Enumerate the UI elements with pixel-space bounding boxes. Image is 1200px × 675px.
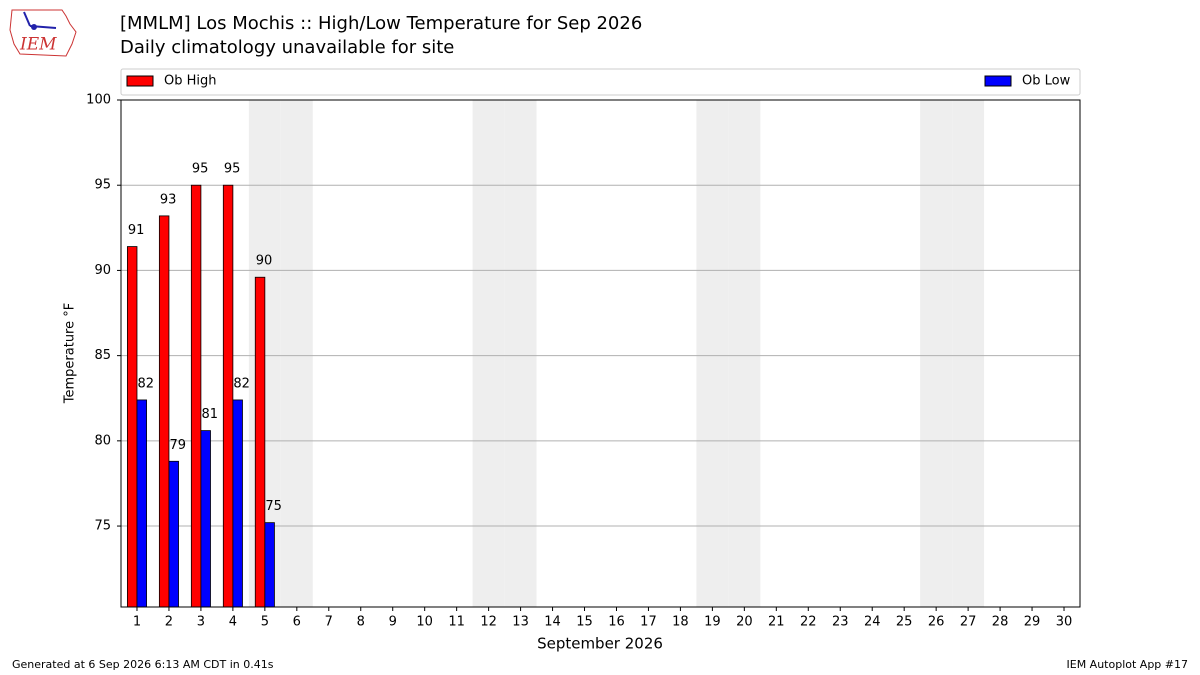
y-tick-label: 80 — [94, 433, 111, 448]
value-label: 82 — [138, 376, 155, 391]
y-tick-label: 95 — [94, 178, 111, 193]
value-label: 90 — [256, 254, 273, 269]
x-tick-label: 13 — [512, 615, 529, 630]
x-tick-label: 4 — [229, 615, 237, 630]
bar — [200, 430, 211, 608]
x-tick-label: 12 — [480, 615, 497, 630]
plot-frame — [120, 99, 1081, 608]
x-tick-label: 2 — [165, 615, 173, 630]
chart-title: [MMLM] Los Mochis :: High/Low Temperatur… — [120, 13, 642, 34]
x-tick-label: 17 — [640, 615, 657, 630]
legend-label: Ob High — [164, 74, 217, 89]
x-tick-label: 27 — [960, 615, 977, 630]
bar — [190, 184, 202, 608]
logo-text: IEM — [19, 35, 57, 55]
bar — [254, 276, 266, 608]
logo: IEM — [9, 9, 77, 57]
weekend-shade — [696, 100, 729, 607]
legend-label: Ob Low — [1022, 74, 1071, 89]
x-tick-label: 14 — [544, 615, 561, 630]
bar — [158, 215, 170, 608]
weekend-shade — [280, 100, 313, 607]
value-label: 91 — [128, 223, 145, 238]
y-tick-label: 100 — [86, 93, 111, 108]
legend-swatch — [126, 75, 154, 87]
bar — [168, 460, 179, 608]
x-tick-label: 7 — [325, 615, 333, 630]
y-tick-label: 90 — [94, 263, 111, 278]
weekend-shade — [728, 100, 761, 607]
weekend-shade — [920, 100, 953, 607]
x-tick-label: 8 — [357, 615, 365, 630]
bar — [264, 522, 275, 608]
x-tick-label: 5 — [261, 615, 269, 630]
chart-subtitle: Daily climatology unavailable for site — [120, 37, 454, 58]
footer-left: Generated at 6 Sep 2026 6:13 AM CDT in 0… — [12, 658, 274, 671]
bar — [136, 399, 147, 608]
x-tick-label: 19 — [704, 615, 721, 630]
weekend-shade — [504, 100, 537, 607]
footer-right: IEM Autoplot App #17 — [1067, 658, 1189, 671]
value-label: 95 — [224, 162, 241, 177]
bar — [222, 184, 234, 608]
legend-swatch — [984, 75, 1012, 87]
y-axis-label: Temperature °F — [63, 303, 78, 404]
x-tick-label: 15 — [576, 615, 593, 630]
x-tick-label: 3 — [197, 615, 205, 630]
y-tick-label: 85 — [94, 348, 111, 363]
x-tick-label: 22 — [800, 615, 817, 630]
x-tick-label: 6 — [293, 615, 301, 630]
x-tick-label: 20 — [736, 615, 753, 630]
x-tick-label: 25 — [896, 615, 913, 630]
value-label: 81 — [201, 407, 218, 422]
value-label: 82 — [233, 376, 250, 391]
x-tick-label: 18 — [672, 615, 689, 630]
value-label: 79 — [169, 438, 186, 453]
y-tick-label: 75 — [94, 519, 111, 534]
x-tick-label: 1 — [133, 615, 141, 630]
x-tick-label: 30 — [1056, 615, 1073, 630]
x-tick-label: 24 — [864, 615, 881, 630]
bar — [232, 399, 243, 608]
x-tick-label: 29 — [1024, 615, 1041, 630]
value-label: 75 — [265, 499, 282, 514]
legend — [120, 68, 1081, 96]
x-tick-label: 10 — [416, 615, 433, 630]
x-tick-label: 16 — [608, 615, 625, 630]
x-tick-label: 28 — [992, 615, 1009, 630]
weekend-shade — [472, 100, 505, 607]
bar — [126, 246, 138, 608]
x-axis-label: September 2026 — [537, 635, 663, 653]
value-label: 95 — [192, 162, 209, 177]
x-tick-label: 11 — [448, 615, 465, 630]
x-tick-label: 21 — [768, 615, 785, 630]
x-tick-label: 26 — [928, 615, 945, 630]
value-label: 93 — [160, 192, 177, 207]
weekend-shade — [952, 100, 985, 607]
x-tick-label: 23 — [832, 615, 849, 630]
x-tick-label: 9 — [389, 615, 397, 630]
